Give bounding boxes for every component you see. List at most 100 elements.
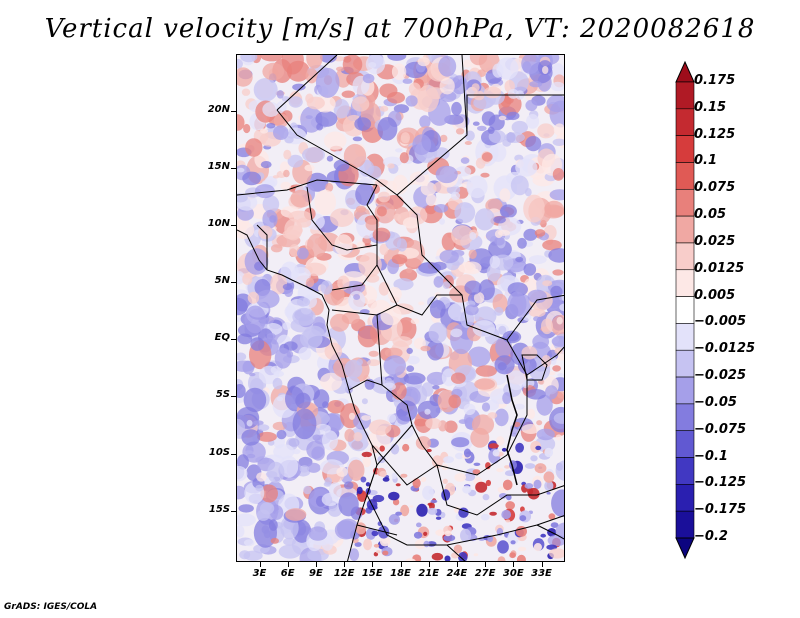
velocity-cell [496, 468, 504, 473]
velocity-cell [282, 322, 291, 330]
velocity-cell [477, 125, 487, 131]
velocity-cell [260, 128, 269, 134]
velocity-cell [454, 202, 476, 224]
velocity-cell [417, 57, 430, 67]
velocity-cell [488, 443, 499, 449]
velocity-cell [442, 478, 448, 484]
velocity-cell [489, 511, 497, 516]
velocity-cell [356, 486, 363, 495]
velocity-cell [481, 152, 493, 162]
lat-tick-label: EQ [214, 332, 230, 344]
velocity-cell [499, 204, 517, 219]
velocity-cell [250, 337, 265, 351]
velocity-cell [468, 249, 477, 259]
velocity-cell [523, 194, 545, 223]
velocity-cell [494, 306, 504, 316]
velocity-cell [502, 479, 513, 491]
velocity-cell [432, 385, 440, 390]
velocity-cell [544, 480, 554, 491]
velocity-cell [458, 419, 468, 424]
velocity-cell [471, 414, 495, 435]
velocity-cell [413, 531, 423, 539]
velocity-cell [497, 556, 506, 561]
velocity-cell [242, 441, 266, 463]
velocity-cell [543, 471, 555, 483]
velocity-cell [430, 499, 438, 504]
velocity-cell [276, 396, 284, 402]
velocity-cell [382, 550, 389, 556]
velocity-cell [379, 445, 385, 452]
velocity-cell [464, 304, 479, 316]
velocity-cell [504, 470, 516, 477]
velocity-cell [454, 473, 466, 482]
colorbar-label: −0.025 [694, 368, 747, 384]
velocity-cell [498, 115, 507, 121]
colorbar-label: −0.0125 [694, 341, 756, 357]
velocity-cell [552, 269, 564, 276]
velocity-cell [535, 445, 542, 451]
velocity-cell [450, 191, 461, 200]
velocity-cell [356, 358, 363, 366]
velocity-cell [506, 494, 512, 501]
colorbar-label: 0.075 [694, 180, 736, 196]
velocity-cell [367, 430, 391, 449]
velocity-cell [540, 533, 546, 538]
velocity-cell [525, 136, 542, 152]
velocity-cell [494, 236, 505, 246]
velocity-cell [485, 479, 491, 487]
lon-tick-label: 18E [390, 568, 411, 579]
velocity-cell [237, 67, 253, 87]
velocity-cell [243, 387, 267, 413]
velocity-cell [524, 463, 536, 469]
velocity-cell [283, 149, 292, 160]
velocity-cell [360, 476, 367, 483]
chart-title: Vertical velocity [m/s] at 700hPa, VT: 2… [44, 14, 756, 44]
velocity-cell [334, 520, 358, 540]
velocity-cell [515, 158, 538, 177]
velocity-cell [463, 403, 476, 415]
velocity-cell [353, 432, 363, 442]
velocity-cell [297, 247, 309, 260]
velocity-cell [526, 408, 536, 419]
velocity-cell [474, 378, 495, 390]
velocity-cell [469, 55, 488, 66]
velocity-cell [533, 543, 542, 552]
velocity-cell [450, 328, 463, 338]
velocity-cell [542, 239, 562, 251]
velocity-cell [514, 403, 525, 410]
velocity-cell [462, 485, 472, 494]
velocity-cell [237, 193, 248, 203]
velocity-cell [507, 291, 527, 317]
velocity-cell [431, 552, 444, 561]
velocity-cell [295, 392, 311, 409]
velocity-cell [510, 175, 529, 196]
velocity-cell [414, 418, 428, 427]
velocity-cell [487, 126, 495, 134]
velocity-cell [511, 120, 528, 134]
velocity-cell [532, 334, 550, 349]
velocity-cell [242, 171, 261, 186]
velocity-cell [469, 232, 477, 240]
velocity-cell [363, 538, 373, 551]
colorbar-segment [675, 108, 695, 136]
lon-tick [372, 562, 374, 567]
velocity-cell [286, 225, 303, 236]
velocity-cell [334, 150, 341, 156]
grads-credit: GrADS: IGES/COLA [4, 602, 98, 612]
lon-tick [541, 562, 543, 567]
velocity-cell [249, 372, 256, 377]
lon-tick [344, 562, 346, 567]
velocity-cell [422, 485, 434, 500]
lat-tick [231, 225, 236, 227]
lon-tick-label: 9E [308, 568, 323, 579]
velocity-cell [257, 431, 277, 442]
velocity-cell [304, 164, 315, 172]
velocity-cell [382, 156, 403, 168]
velocity-cell [359, 309, 370, 315]
velocity-cell [240, 55, 258, 63]
velocity-cell [530, 455, 538, 462]
velocity-cell [367, 359, 381, 367]
velocity-cell [501, 447, 507, 452]
velocity-cell [509, 552, 516, 559]
velocity-cell [257, 424, 270, 431]
